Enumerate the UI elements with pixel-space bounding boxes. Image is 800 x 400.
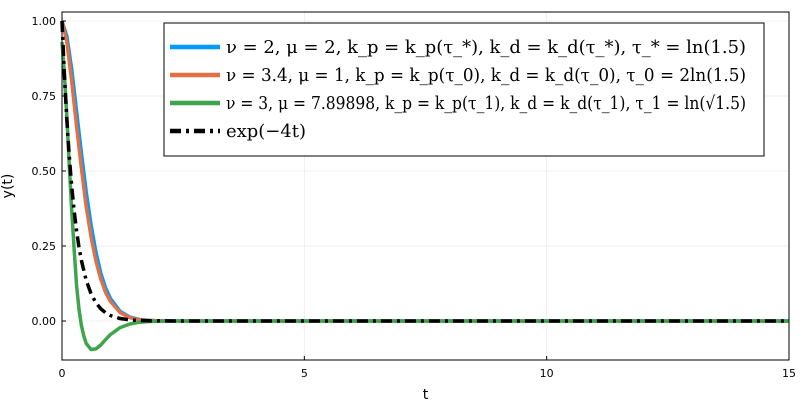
legend-box [163,22,765,157]
x-tick-label: 15 [782,367,796,380]
x-tick-label: 10 [540,367,554,380]
plot-frame [61,11,790,361]
legend-label-1: ν = 2, μ = 2, k_p = k_p(τ_*), k_d = k_d(… [226,37,746,58]
series-line-4 [60,20,789,323]
series-lines [60,20,789,352]
legend-label-4: exp(−4t) [226,121,306,142]
x-tick-label: 0 [59,367,66,380]
legend-label-2: ν = 3.4, μ = 1, k_p = k_p(τ_0), k_d = k_… [226,65,746,86]
axis-ticks: 0 5 10 15 0.00 0.25 0.50 0.75 1.00 [32,15,797,380]
y-tick-label: 0.75 [32,90,57,103]
x-tick-label: 5 [301,367,308,380]
y-tick-label: 1.00 [32,15,57,28]
x-axis-label: t [423,387,429,400]
y-tick-label: 0.50 [32,165,57,178]
legend-entries: ν = 2, μ = 2, k_p = k_p(τ_*), k_d = k_d(… [170,37,746,142]
y-tick-label: 0.00 [32,315,57,328]
legend-label-3: ν = 3, μ = 7.89898, k_p = k_p(τ_1), k_d … [226,93,746,114]
legend: ν = 2, μ = 2, k_p = k_p(τ_*), k_d = k_d(… [163,22,765,157]
y-tick-label: 0.25 [32,240,57,253]
y-axis-label: y(t) [0,174,16,199]
